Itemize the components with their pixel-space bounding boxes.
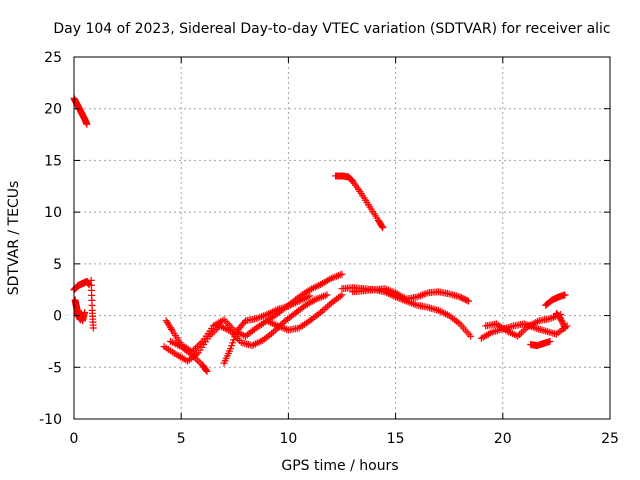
data-point — [203, 367, 211, 375]
y-tick-label: -5 — [48, 360, 62, 376]
y-tick-label: 5 — [53, 257, 62, 273]
y-tick-label: 20 — [44, 102, 62, 118]
data-point-interp — [560, 321, 568, 329]
data-points — [70, 94, 571, 375]
data-point — [306, 292, 314, 300]
series-arc-11 — [349, 285, 472, 305]
data-point — [561, 324, 569, 332]
x-tick-label: 10 — [279, 431, 297, 447]
data-point — [338, 270, 346, 278]
series-arc-16 — [542, 291, 569, 309]
y-tick-label: 10 — [44, 205, 62, 221]
plot-frame — [73, 56, 611, 420]
data-point — [467, 332, 475, 340]
data-point — [89, 324, 97, 332]
series-arc-12 — [332, 172, 387, 232]
series-arc-3 — [71, 296, 89, 325]
y-tick-label: -10 — [39, 412, 62, 428]
y-tick-label: 15 — [44, 153, 62, 169]
data-point-interp — [560, 322, 568, 330]
data-point — [323, 291, 331, 299]
data-point — [464, 297, 472, 305]
data-point-interp — [324, 302, 332, 310]
data-point — [338, 291, 346, 299]
x-tick-label: 25 — [601, 431, 619, 447]
data-point-interp — [557, 316, 565, 324]
series-arc-4 — [87, 276, 97, 332]
series-arc-10 — [338, 284, 475, 340]
x-tick-label: 20 — [494, 431, 512, 447]
data-point-interp — [168, 325, 176, 333]
y-tick-label: 0 — [53, 309, 62, 325]
data-point-interp — [195, 358, 203, 366]
x-tick-label: 0 — [70, 431, 79, 447]
series-arc-9 — [263, 291, 346, 334]
x-tick-label: 15 — [387, 431, 405, 447]
series-arc-17 — [552, 310, 569, 332]
data-point — [81, 308, 89, 316]
grid-lines — [74, 57, 610, 419]
x-tick-label: 5 — [177, 431, 186, 447]
data-point-interp — [463, 296, 471, 304]
data-point-interp — [516, 331, 524, 339]
data-point-interp — [559, 319, 567, 327]
data-point — [557, 315, 565, 323]
y-tick-label: 25 — [44, 50, 62, 66]
data-point — [83, 120, 91, 128]
data-point-interp — [378, 222, 386, 230]
data-point — [546, 337, 554, 345]
series-arc-7 — [166, 337, 211, 375]
series-arc-15 — [527, 337, 554, 350]
data-point-interp — [320, 305, 328, 313]
data-point — [561, 291, 569, 299]
x-axis-label: GPS time / hours — [281, 458, 398, 474]
series-arc-14 — [482, 311, 565, 340]
data-point-interp — [558, 318, 566, 326]
series-arc-8 — [220, 292, 314, 367]
data-point-interp — [322, 304, 330, 312]
axis-ticks: 0 5 10 15 20 25 -10 -5 0 5 10 15 20 25 — [39, 50, 619, 447]
data-point — [379, 224, 387, 232]
series-arc-1 — [70, 94, 91, 128]
data-point-interp — [519, 327, 527, 335]
chart-title: Day 104 of 2023, Sidereal Day-to-day VTE… — [53, 21, 610, 37]
y-axis-label: SDTVAR / TECUs — [6, 181, 22, 296]
data-point-interp — [202, 366, 210, 374]
